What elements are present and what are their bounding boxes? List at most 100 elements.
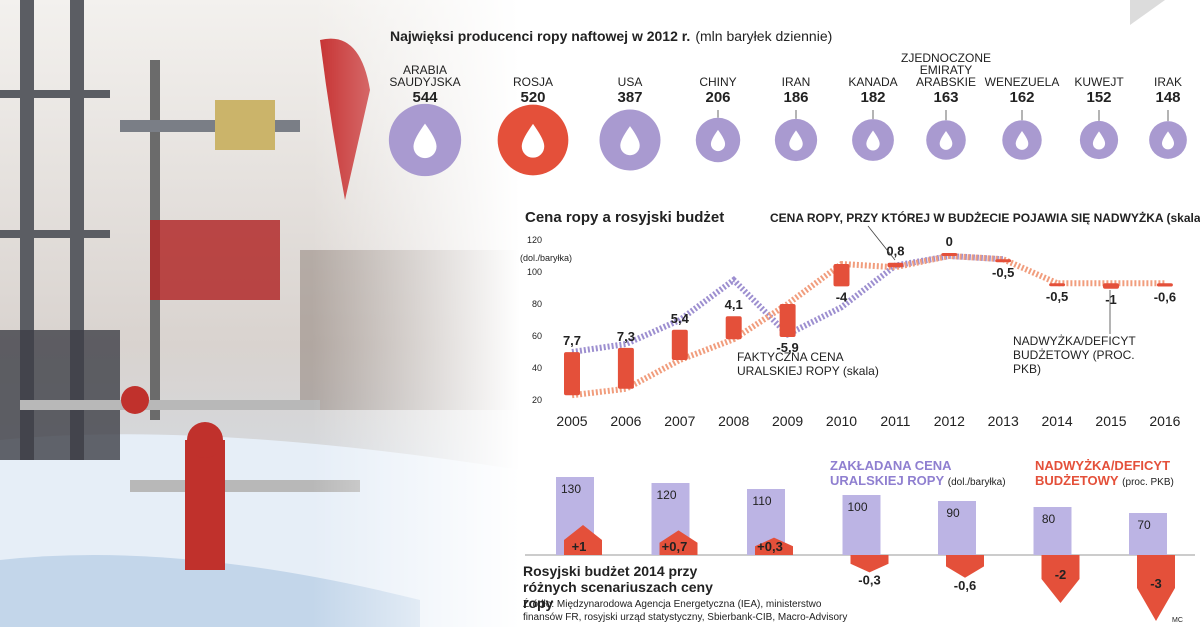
value-label: -0,5: [1046, 289, 1068, 304]
value-label: -1: [1105, 292, 1117, 307]
series-label: FAKTYCZNA CENA URALSKIEJ ROPY (skala): [737, 350, 879, 378]
bar: [1129, 513, 1167, 555]
chart-title: Najwięksi producenci ropy naftowej w 201…: [390, 28, 690, 44]
bar: [617, 347, 634, 389]
value-label: 186: [783, 89, 808, 106]
value-label: +0,7: [662, 539, 688, 554]
drop-icon: [866, 130, 880, 151]
bar: [842, 495, 881, 555]
credit: MC: [1172, 617, 1183, 624]
value-label: -3: [1150, 576, 1162, 591]
bar: [725, 316, 742, 340]
value-label: 152: [1086, 89, 1111, 106]
drop-icon: [1015, 131, 1029, 150]
value-label: 544: [412, 89, 438, 106]
x-tick-label: 2007: [664, 413, 695, 429]
category-label: ROSJA: [512, 75, 553, 89]
bar: [564, 352, 580, 396]
bar: [671, 329, 688, 360]
drop-icon: [521, 123, 545, 158]
legend-entry: NADWYŻKA/DEFICYT BUDŻETOWY (proc. PKB): [1035, 458, 1175, 490]
value-label: 7,3: [617, 329, 635, 344]
drop-icon: [1162, 131, 1174, 150]
bar: [1103, 283, 1119, 289]
x-tick-label: 2005: [556, 413, 587, 429]
value-label: 0: [946, 234, 953, 249]
x-tick-label: 2012: [934, 413, 965, 429]
value-label: -0,5: [992, 265, 1014, 280]
x-tick-label: 2009: [772, 413, 803, 429]
arrow-bar: [946, 555, 984, 578]
x-tick-label: 2014: [1042, 413, 1073, 429]
line: [571, 252, 1165, 399]
y-tick-label: 40: [532, 363, 542, 373]
leader-line: [867, 225, 896, 261]
value-label: 206: [705, 89, 730, 106]
chart-title: Rosyjski budżet 2014 przy różnych scenar…: [523, 563, 713, 611]
x-tick-label: 2011: [880, 413, 910, 429]
arrow-bar: [564, 525, 602, 555]
bar: [833, 264, 850, 287]
series-label: CENA ROPY, PRZY KTÓREJ W BUDŻECIE POJAWI…: [770, 211, 1200, 225]
value-label: -0,6: [954, 578, 976, 593]
arrow-bar: [850, 555, 889, 573]
category-label: KUWEJT: [1074, 75, 1124, 89]
value-label: 4,1: [725, 297, 743, 312]
bar: [1049, 283, 1066, 287]
chart-title: Cena ropy a rosyjski budżet: [525, 209, 724, 226]
category-label: WENEZUELA: [984, 75, 1060, 89]
series-label: NADWYŻKA/DEFICYT BUDŻETOWY (PROC. PKB): [1013, 334, 1136, 376]
bar: [1156, 283, 1173, 287]
value-label: -0,6: [1154, 290, 1176, 305]
value-label: 162: [1009, 89, 1034, 106]
y-tick-label: 20: [532, 395, 542, 405]
value-label: 163: [933, 89, 958, 106]
value-label: 90: [946, 506, 960, 520]
drop-icon: [710, 129, 726, 152]
drop-icon: [1092, 131, 1106, 150]
value-label: -2: [1055, 567, 1067, 582]
category-label: USA: [617, 75, 643, 89]
value-label: +1: [572, 539, 587, 554]
bar: [1033, 507, 1072, 555]
category-label: IRAN: [781, 75, 811, 89]
y-tick-label: 120: [527, 235, 542, 245]
value-label: 0,8: [886, 244, 904, 259]
arrow-bar: [1137, 555, 1175, 621]
bar: [941, 253, 958, 256]
arrow-bar: [659, 530, 698, 555]
legend-name: ZAKŁADANA CENA URALSKIEJ ROPY: [830, 458, 952, 488]
category-label: ARABIA SAUDYJSKA: [389, 63, 461, 89]
value-label: -0,3: [858, 572, 880, 587]
value-label: 148: [1155, 89, 1180, 106]
value-label: -4: [836, 289, 848, 304]
drop-icon: [620, 126, 640, 156]
x-tick-label: 2013: [988, 413, 1019, 429]
value-label: 7,7: [563, 333, 581, 348]
value-label: 130: [561, 482, 581, 496]
legend-unit: (proc. PKB): [1122, 477, 1174, 488]
y-tick-label: 80: [532, 299, 542, 309]
bar: [779, 304, 796, 338]
arrow-bar: [1041, 555, 1080, 603]
drop-icon: [789, 130, 803, 151]
y-tick-label: 100: [527, 267, 542, 277]
value-label: 182: [860, 89, 885, 106]
value-label: 5,4: [671, 311, 690, 326]
value-label: 520: [520, 89, 545, 106]
source: Źródło: Międzynarodowa Agencja Energetyc…: [523, 599, 848, 623]
x-tick-label: 2016: [1149, 413, 1180, 429]
value-label: 80: [1042, 512, 1056, 526]
category-label: IRAK: [1153, 75, 1182, 89]
bar: [995, 259, 1012, 263]
chart-subtitle: (mln baryłek dziennie): [695, 28, 832, 44]
value-label: -5,9: [776, 340, 798, 355]
x-tick-label: 2015: [1095, 413, 1126, 429]
legend-entry: ZAKŁADANA CENA URALSKIEJ ROPY (dol./bary…: [830, 458, 1020, 490]
bar: [938, 501, 976, 555]
value-label: 70: [1137, 518, 1151, 532]
y-tick-label: 60: [532, 331, 542, 341]
value-label: +0,3: [757, 539, 783, 554]
